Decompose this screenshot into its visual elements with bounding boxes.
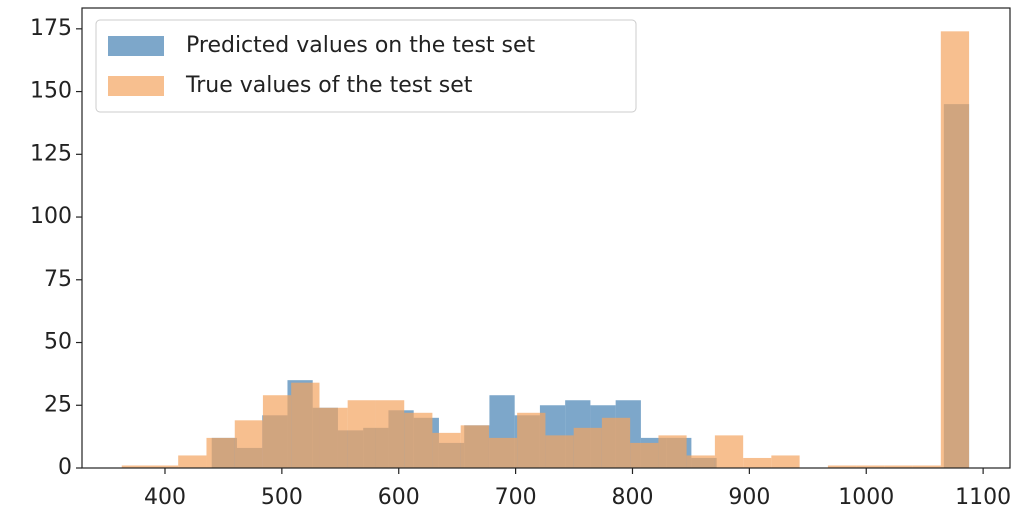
- legend-box: [95, 19, 637, 113]
- bar: [375, 400, 405, 468]
- bar: [262, 395, 292, 468]
- y-tick-label: 100: [30, 204, 72, 229]
- bar: [771, 455, 800, 468]
- bar: [714, 435, 744, 468]
- bar: [686, 455, 715, 468]
- bar: [827, 465, 857, 468]
- bar: [884, 465, 913, 468]
- y-tick-label: 50: [44, 330, 72, 355]
- bar: [291, 382, 320, 468]
- bar: [630, 442, 659, 468]
- bar: [545, 435, 574, 468]
- bar: [404, 412, 433, 468]
- x-tick-label: 900: [728, 485, 770, 510]
- legend-swatch: [108, 36, 164, 56]
- bar: [432, 432, 461, 468]
- y-tick-label: 150: [30, 79, 72, 104]
- bar: [940, 31, 970, 469]
- legend-label: True values of the test set: [185, 73, 473, 98]
- bar: [178, 455, 207, 468]
- x-tick-label: 1100: [955, 485, 1011, 510]
- bar: [856, 465, 885, 468]
- x-tick-label: 600: [378, 485, 420, 510]
- y-tick-label: 75: [44, 267, 72, 292]
- legend-swatch: [108, 76, 164, 96]
- legend: Predicted values on the test set True val…: [95, 19, 637, 113]
- bar: [319, 407, 348, 468]
- bar: [912, 465, 941, 468]
- bar: [601, 417, 631, 468]
- bar: [743, 457, 772, 468]
- bar: [234, 420, 263, 468]
- y-tick-label: 175: [30, 16, 72, 41]
- x-tick-label: 500: [261, 485, 303, 510]
- plot-frame: [81, 7, 1011, 469]
- x-tick-label: 400: [144, 485, 186, 510]
- bar: [573, 427, 602, 468]
- bar: [347, 400, 376, 468]
- bar: [150, 465, 179, 468]
- y-tick-label: 25: [44, 392, 72, 417]
- legend-label: Predicted values on the test set: [186, 33, 536, 58]
- x-tick-label: 1000: [838, 485, 894, 510]
- bar: [488, 437, 518, 468]
- x-tick-label: 800: [611, 485, 653, 510]
- bar: [460, 425, 489, 468]
- bar: [658, 435, 687, 468]
- bar: [121, 465, 151, 468]
- y-tick-label: 125: [30, 141, 72, 166]
- y-tick-label: 0: [58, 455, 72, 480]
- bar: [206, 437, 235, 468]
- x-tick-label: 700: [495, 485, 537, 510]
- bar: [517, 412, 546, 468]
